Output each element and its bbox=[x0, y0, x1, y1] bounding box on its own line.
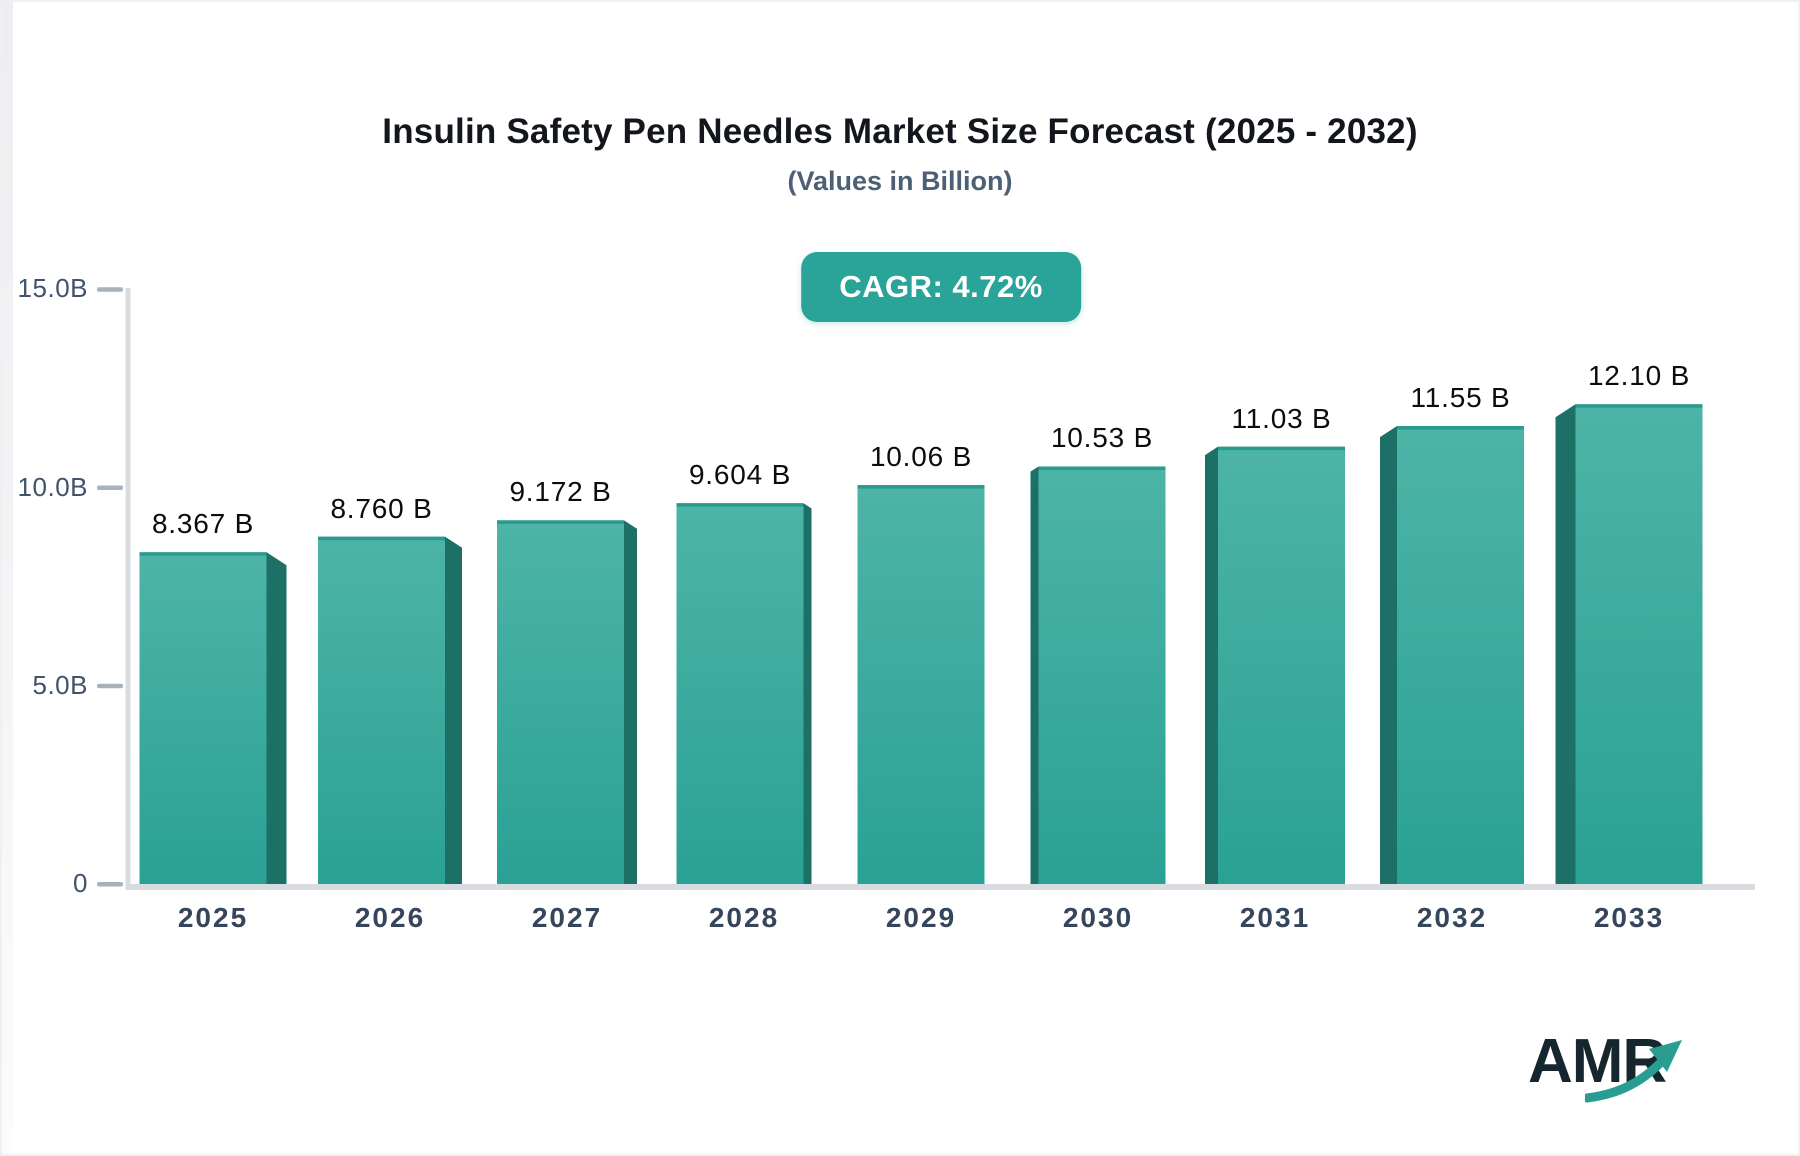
bar-2032 bbox=[1397, 426, 1524, 884]
bar-top-edge-2025 bbox=[139, 552, 267, 556]
bar-side-2026 bbox=[445, 536, 462, 884]
bar-side-2025 bbox=[266, 552, 287, 884]
y-tick-label: 5.0B bbox=[32, 669, 88, 700]
bar-side-2030 bbox=[1030, 466, 1039, 884]
bar-value-label: 9.604 B bbox=[688, 459, 792, 491]
bar-top-edge-2031 bbox=[1218, 446, 1345, 451]
amr-logo: AMR bbox=[1528, 1026, 1728, 1116]
y-tick-dash bbox=[97, 882, 123, 887]
bar-value-label: 10.53 B bbox=[1050, 422, 1154, 454]
x-tick-label: 2030 bbox=[1062, 902, 1134, 933]
x-tick-label: 2032 bbox=[1416, 902, 1488, 933]
y-tick-dash bbox=[97, 683, 123, 689]
y-tick-label: 10.0B bbox=[17, 471, 88, 502]
x-tick-label: 2027 bbox=[531, 902, 603, 933]
page-left-edge-shade bbox=[0, 0, 13, 1156]
logo-growth-arrow-icon bbox=[1585, 1040, 1682, 1103]
bar-value-label: 9.172 B bbox=[509, 476, 612, 508]
bar-2030 bbox=[1038, 466, 1166, 884]
bar-value-label: 10.06 B bbox=[869, 441, 973, 473]
x-tick-label: 2033 bbox=[1593, 902, 1665, 933]
chart-title: Insulin Safety Pen Needles Market Size F… bbox=[382, 112, 1418, 151]
bar-2026 bbox=[318, 536, 445, 884]
bar-top-edge-2027 bbox=[497, 520, 624, 524]
bar-2031 bbox=[1218, 446, 1345, 884]
y-tick-dash bbox=[97, 287, 123, 292]
bar-value-label: 8.367 B bbox=[151, 508, 255, 540]
bar-top-edge-2026 bbox=[318, 536, 445, 541]
amr-logo-text: AMR bbox=[1528, 1027, 1667, 1096]
x-tick-label: 2025 bbox=[177, 902, 249, 933]
bar-value-label: 12.10 B bbox=[1587, 360, 1691, 392]
x-axis-line bbox=[125, 884, 1755, 890]
chart-subtitle: (Values in Billion) bbox=[787, 166, 1013, 196]
y-tick-label: 0 bbox=[73, 868, 88, 898]
bar-2028 bbox=[676, 503, 804, 884]
bar-side-2027 bbox=[624, 520, 637, 884]
y-axis-line bbox=[125, 288, 131, 890]
y-tick-label: 15.0B bbox=[17, 273, 88, 304]
bar-2033 bbox=[1575, 404, 1703, 884]
bar-value-label: 8.760 B bbox=[330, 492, 433, 524]
cagr-badge: CAGR: 4.72% bbox=[801, 252, 1081, 322]
bar-value-label: 11.03 B bbox=[1231, 402, 1332, 434]
bar-side-2032 bbox=[1380, 426, 1397, 884]
x-tick-label: 2029 bbox=[885, 902, 957, 933]
bar-top-edge-2028 bbox=[676, 503, 804, 507]
bar-side-2033 bbox=[1555, 404, 1576, 884]
bar-top-edge-2030 bbox=[1038, 466, 1166, 470]
bar-2027 bbox=[497, 520, 624, 884]
bar-side-2028 bbox=[803, 503, 812, 884]
y-tick-dash bbox=[97, 485, 123, 490]
bar-value-label: 11.55 B bbox=[1410, 382, 1511, 414]
x-tick-label: 2031 bbox=[1239, 902, 1311, 933]
x-tick-label: 2028 bbox=[708, 902, 780, 933]
bar-top-edge-2032 bbox=[1397, 426, 1524, 430]
bar-2029 bbox=[857, 485, 985, 884]
bar-top-edge-2029 bbox=[857, 485, 985, 489]
bar-2025 bbox=[139, 552, 267, 884]
bar-side-2031 bbox=[1205, 446, 1218, 884]
x-tick-label: 2026 bbox=[354, 902, 426, 933]
bar-top-edge-2033 bbox=[1575, 404, 1703, 408]
